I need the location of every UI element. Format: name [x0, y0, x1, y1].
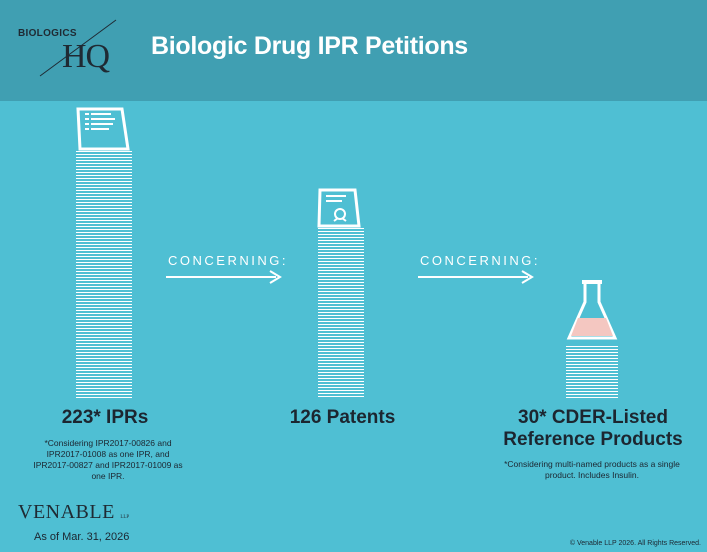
reference-product-note: *Considering multi-named products as a s…	[504, 459, 680, 480]
ipr-count-headline: 223* IPRs	[61, 407, 149, 428]
flask-icon	[566, 280, 618, 340]
logo-biologics-text: BIOLOGICS	[18, 28, 77, 39]
patent-page-stack	[318, 228, 364, 398]
patent-document-icon	[317, 188, 361, 228]
page-title: Biologic Drug IPR Petitions	[151, 32, 468, 60]
venable-logo-suffix: LLP	[120, 515, 130, 520]
ipr-count-note: *Considering IPR2017-00826 and IPR2017-0…	[33, 438, 183, 481]
as-of-date: As of Mar. 31, 2026	[34, 531, 130, 543]
concerning-label-1: CONCERNING:	[168, 253, 288, 268]
logo-slash-mark	[39, 19, 117, 77]
reference-product-page-stack	[566, 346, 618, 398]
copyright-notice: © Venable LLP 2026. All Rights Reserved.	[569, 540, 701, 547]
venable-logo: VENABLE LLP	[18, 501, 129, 524]
ipr-page-stack	[76, 151, 132, 398]
venable-logo-text: VENABLE	[18, 501, 115, 523]
reference-product-count-headline: 30* CDER-Listed Reference Products	[503, 407, 683, 450]
header-band: BIOLOGICS HQ Biologic Drug IPR Petitions	[0, 0, 707, 101]
patent-count-headline: 126 Patents	[289, 407, 396, 428]
right-arrow-icon	[418, 270, 534, 284]
concerning-label-2: CONCERNING:	[420, 253, 540, 268]
document-icon	[76, 107, 130, 151]
right-arrow-icon	[166, 270, 282, 284]
logo-hq-text: HQ	[62, 38, 110, 75]
